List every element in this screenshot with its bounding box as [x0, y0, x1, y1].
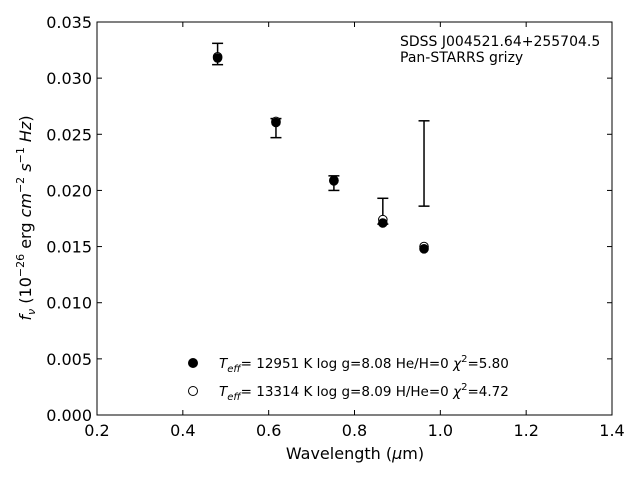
- x-axis-title: Wavelength (μm): [286, 444, 424, 463]
- y-axis-title: fν (10−26 erg cm−2 s−1 Hz): [14, 115, 38, 320]
- y-tick-label: 0.010: [46, 294, 92, 313]
- y-tick-label: 0.025: [46, 125, 92, 144]
- y-tick-label: 0.035: [46, 13, 92, 32]
- x-tick-label: 0.4: [170, 421, 195, 440]
- annotation-line-2: Pan-STARRS grizy: [400, 50, 523, 66]
- y-tick-label: 0.015: [46, 238, 92, 257]
- error-bars: [212, 42, 430, 225]
- x-tick-label: 0.8: [342, 421, 367, 440]
- model-point-filled: [378, 218, 388, 228]
- y-tick-label: 0.000: [46, 406, 92, 425]
- legend: Teff= 12951 K log g=8.08 He/H=0 χ2=5.80 …: [188, 354, 509, 403]
- x-tick-label: 0.6: [256, 421, 281, 440]
- model-point-filled: [419, 244, 429, 254]
- y-tick-label: 0.005: [46, 350, 92, 369]
- model-point-filled: [212, 53, 223, 63]
- legend-label-1: Teff= 12951 K log g=8.08 He/H=0 χ2=5.80: [219, 354, 509, 375]
- model-point-filled: [271, 117, 281, 128]
- x-axis-ticks: 0.2 0.4 0.6 0.8 1.0 1.2 1.4: [84, 22, 625, 440]
- y-tick-label: 0.020: [46, 181, 92, 200]
- model-point-filled: [329, 175, 339, 186]
- y-tick-label: 0.030: [46, 69, 92, 88]
- data-markers: [212, 52, 429, 254]
- legend-marker-open: [188, 386, 198, 396]
- x-tick-label: 0.2: [84, 421, 109, 440]
- x-tick-label: 1.4: [599, 421, 624, 440]
- legend-marker-filled: [188, 358, 198, 368]
- legend-label-2: Teff= 13314 K log g=8.09 H/He=0 χ2=4.72: [219, 382, 509, 403]
- x-tick-label: 1.2: [513, 421, 538, 440]
- annotation-line-1: SDSS J004521.64+255704.5: [400, 34, 600, 50]
- x-tick-label: 1.0: [428, 421, 453, 440]
- y-axis-ticks: 0.000 0.005 0.010 0.015 0.020 0.025 0.030 0.035: [46, 13, 612, 425]
